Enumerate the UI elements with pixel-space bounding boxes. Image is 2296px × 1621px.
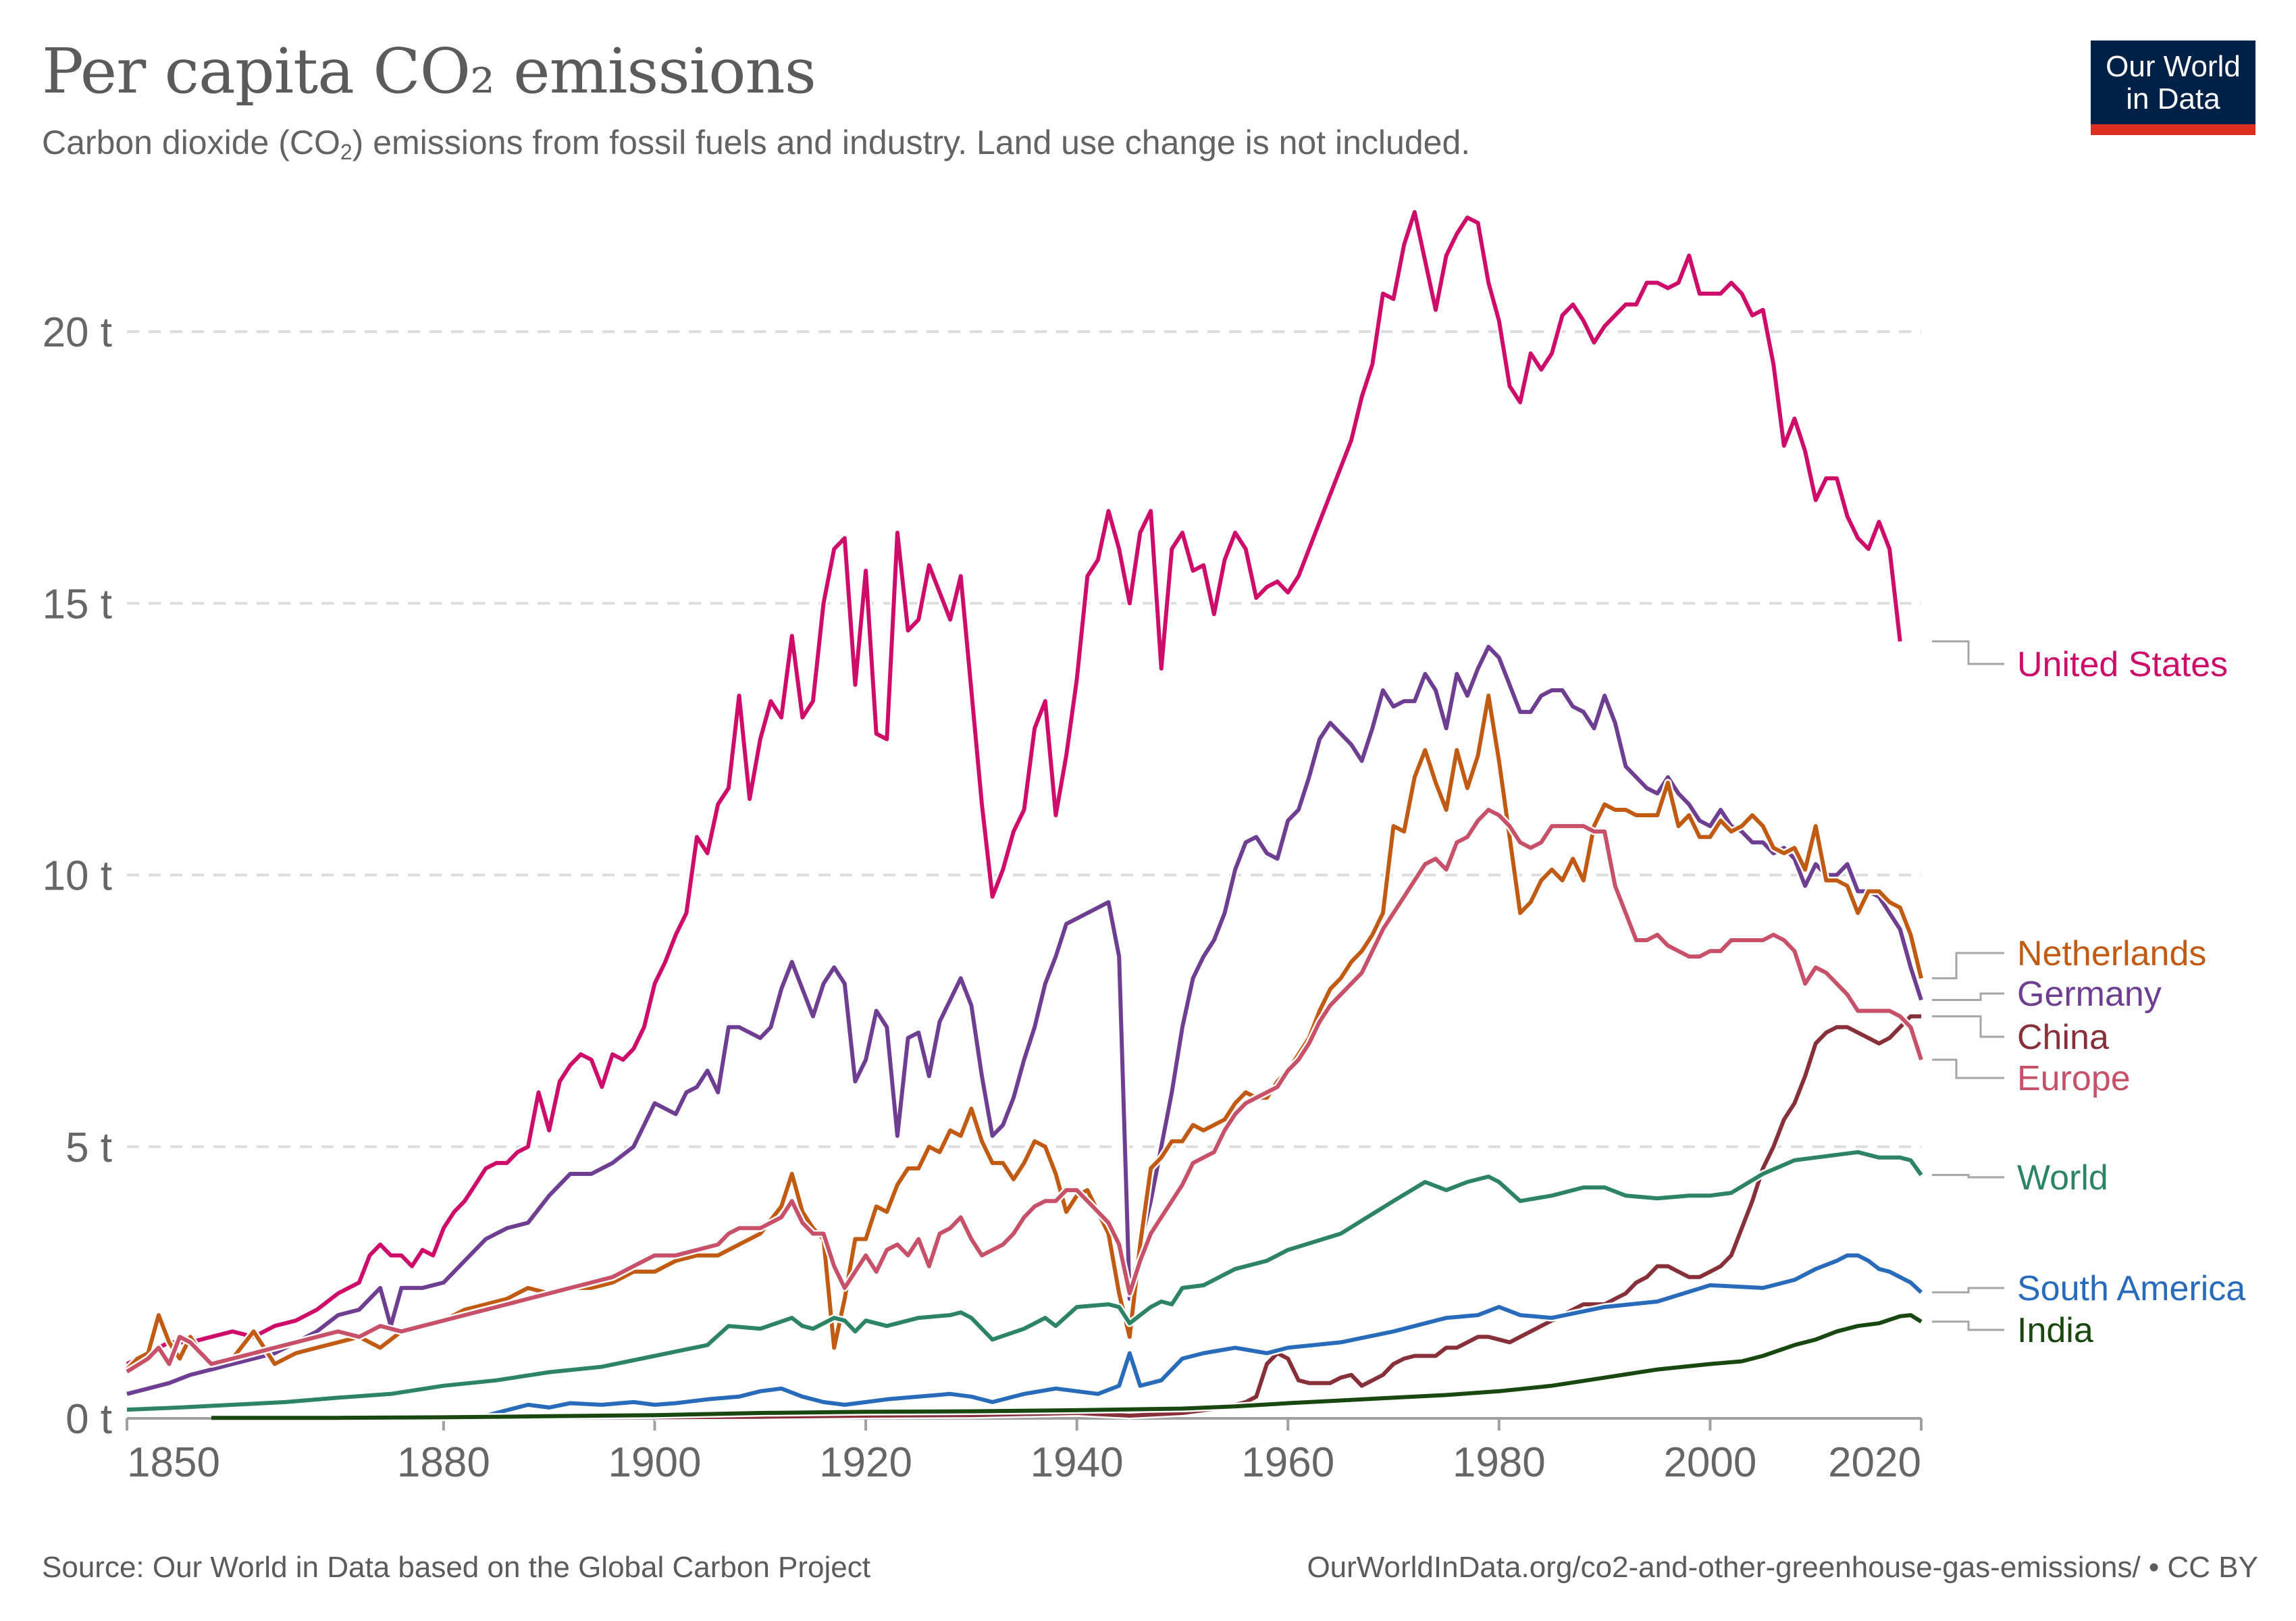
logo-accent-bar <box>2091 124 2255 135</box>
series-halo <box>485 1252 1924 1420</box>
x-tick-label: 1880 <box>397 1439 490 1486</box>
series-label-germany[interactable]: Germany <box>2017 975 2162 1014</box>
gridlines <box>127 330 1921 1148</box>
y-tick-label: 15 t <box>43 581 112 627</box>
label-connector <box>1932 1058 2004 1079</box>
chart-title: Per capita CO₂ emissions <box>42 35 816 107</box>
x-tick-label: 1960 <box>1241 1439 1334 1486</box>
label-connector <box>1932 1015 2004 1038</box>
subtitle-pre: Carbon dioxide (CO <box>42 124 340 161</box>
label-connector <box>1932 1174 2004 1179</box>
series-halo <box>125 806 1925 1375</box>
series-label-united-states[interactable]: United States <box>2017 645 2228 684</box>
series-label-europe[interactable]: Europe <box>2017 1059 2131 1098</box>
series-halo <box>125 208 1904 1368</box>
x-tick-label: 1850 <box>127 1439 220 1486</box>
y-axis: 0 t 5 t 10 t 15 t 20 t <box>43 309 112 1443</box>
chart-subtitle: Carbon dioxide (CO2) emissions from foss… <box>42 123 1470 165</box>
series-line-united-states[interactable] <box>126 210 1902 1366</box>
series-line-china[interactable] <box>654 1014 1922 1420</box>
x-tick-label: 1980 <box>1453 1439 1546 1486</box>
label-connector <box>1932 1287 2004 1293</box>
label-connector <box>1932 640 2004 665</box>
series-label-south-america[interactable]: South America <box>2017 1269 2245 1308</box>
x-axis: 1850 1880 1900 1920 1940 1960 1980 2000 2020 <box>126 1417 1923 1486</box>
series-label-china[interactable]: China <box>2017 1018 2109 1057</box>
series-line-south-america[interactable] <box>485 1253 1923 1418</box>
series-label-world[interactable]: World <box>2017 1158 2108 1198</box>
x-tick-label: 1900 <box>608 1439 702 1486</box>
series-halo <box>211 1311 1923 1422</box>
series-label-netherlands[interactable]: Netherlands <box>2017 934 2206 973</box>
x-tick-label: 2020 <box>1828 1439 1921 1486</box>
x-tick-label: 2000 <box>1663 1439 1756 1486</box>
series-label-india[interactable]: India <box>2017 1311 2093 1350</box>
subtitle-subscript: 2 <box>340 140 353 164</box>
y-tick-label: 20 t <box>43 309 112 356</box>
series-line-world[interactable] <box>126 1150 1923 1412</box>
logo-line-2: in Data <box>2126 82 2220 115</box>
x-tick-label: 1940 <box>1030 1439 1124 1486</box>
source-note: Source: Our World in Data based on the G… <box>42 1551 870 1584</box>
label-connector <box>1932 992 2004 1001</box>
series-line-germany[interactable] <box>126 644 1923 1396</box>
label-connector <box>1932 952 2004 979</box>
series-line-india[interactable] <box>211 1313 1923 1420</box>
series-halo <box>126 643 1925 1398</box>
y-tick-label: 10 t <box>43 853 112 900</box>
subtitle-post: ) emissions from fossil fuels and indust… <box>352 124 1471 161</box>
y-tick-label: 5 t <box>66 1125 112 1171</box>
logo-line-1: Our World <box>2106 50 2241 83</box>
series-line-europe[interactable] <box>126 808 1923 1374</box>
series-line-netherlands[interactable] <box>125 694 1923 1371</box>
x-tick-label: 1920 <box>819 1439 912 1486</box>
series-lines <box>124 208 1925 1422</box>
owid-logo[interactable]: Our World in Data <box>2091 41 2255 135</box>
y-tick-label: 0 t <box>66 1396 112 1443</box>
label-connector <box>1932 1320 2004 1331</box>
source-url[interactable]: OurWorldInData.org/co2-and-other-greenho… <box>1307 1551 2258 1584</box>
